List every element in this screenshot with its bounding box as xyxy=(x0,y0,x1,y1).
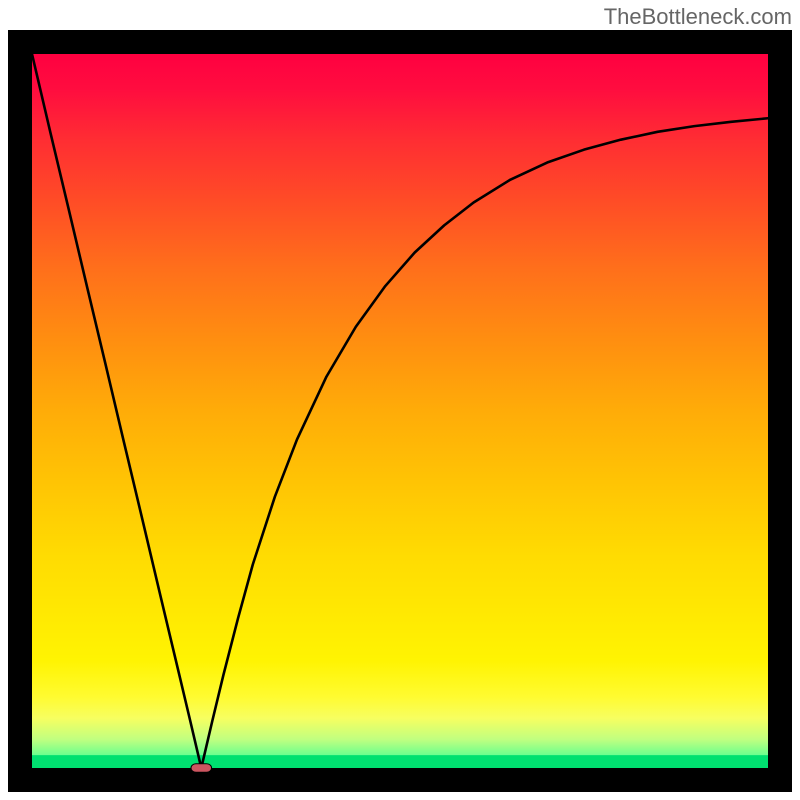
green-band xyxy=(32,755,768,768)
chart-svg xyxy=(8,30,792,792)
watermark-text: TheBottleneck.com xyxy=(604,4,792,30)
gradient-background xyxy=(32,54,768,768)
chart-container: TheBottleneck.com xyxy=(0,0,800,800)
minimum-marker xyxy=(191,764,212,773)
plot-area xyxy=(8,30,792,792)
